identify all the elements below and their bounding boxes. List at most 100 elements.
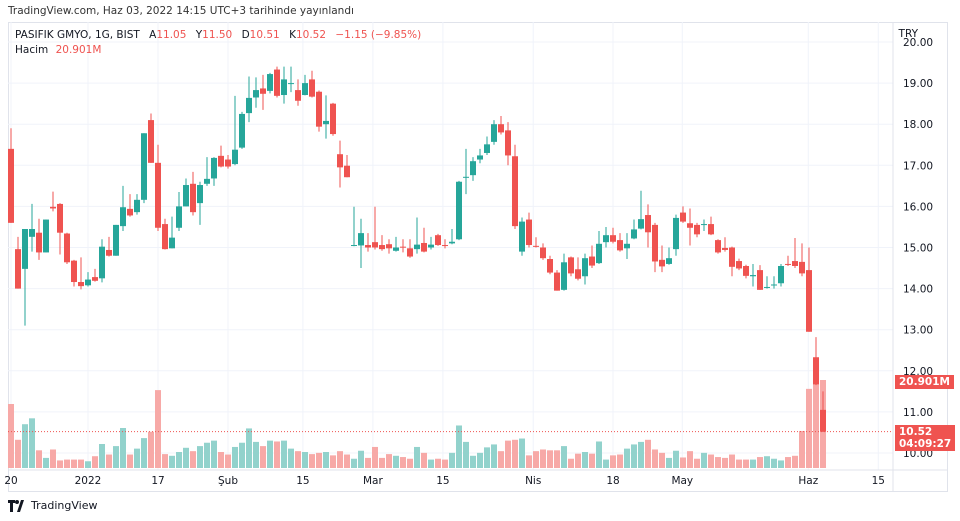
- candle-body: [505, 130, 511, 156]
- volume-bar: [57, 460, 63, 468]
- volume-bar: [414, 446, 420, 468]
- candle-body: [71, 260, 77, 283]
- time-tick-label: Haz: [798, 475, 818, 487]
- candle-body: [680, 212, 686, 222]
- candle-body: [351, 245, 357, 247]
- volume-bar: [99, 444, 105, 468]
- volume-bar: [344, 454, 350, 468]
- footer[interactable]: TradingView: [8, 499, 97, 512]
- volume-bar: [225, 454, 231, 468]
- candle-body: [463, 176, 469, 178]
- volume-bar: [729, 454, 735, 468]
- legend: PASIFIK GMYO, 1G, BIST A11.05 Y11.50 D10…: [15, 28, 421, 58]
- time-axis: 20 2022 17 Şub 15 Mar 15 Nis 18 May Haz 15: [4, 475, 885, 487]
- candle-body: [393, 247, 399, 251]
- candle-body: [22, 229, 28, 269]
- volume-bar: [603, 459, 609, 468]
- volume-bar: [323, 452, 329, 468]
- volume-bar: [218, 452, 224, 468]
- volume-bar: [526, 455, 532, 468]
- candle-body: [603, 235, 609, 243]
- volume-bar: [680, 457, 686, 468]
- volume-bar: [477, 452, 483, 468]
- volume-bar: [274, 441, 280, 468]
- volume-bar: [589, 453, 595, 468]
- volume-bar: [211, 440, 217, 468]
- candle-body: [337, 154, 343, 168]
- candle-body: [155, 162, 161, 228]
- volume-bar: [575, 453, 581, 468]
- candle-body: [631, 229, 637, 239]
- candle-body: [176, 206, 182, 228]
- volume-bar: [351, 458, 357, 468]
- time-tick-label: 18: [606, 475, 619, 487]
- candle-body: [491, 124, 497, 142]
- candle-body: [141, 133, 147, 200]
- candle-body: [113, 224, 119, 256]
- candle-body: [708, 224, 714, 235]
- volume-bar: [141, 438, 147, 468]
- volume-bar: [113, 446, 119, 468]
- price-tick-label: 13.00: [903, 325, 933, 337]
- candle-body: [442, 245, 448, 247]
- volume-value: 20.901M: [55, 44, 102, 56]
- volume-bar: [330, 455, 336, 468]
- candle-body: [218, 155, 224, 167]
- candle-body: [757, 270, 763, 290]
- candle-body: [211, 157, 217, 179]
- candle-body: [43, 219, 49, 253]
- volume-bar: [316, 452, 322, 468]
- volume-bar: [421, 452, 427, 468]
- volume-bar: [778, 460, 784, 468]
- candle-body: [554, 272, 560, 291]
- volume-bar: [624, 448, 630, 468]
- candle-body: [134, 199, 140, 213]
- volume-bar: [260, 446, 266, 468]
- candle-body: [64, 233, 70, 263]
- legend-symbol: PASIFIK GMYO, 1G, BIST: [15, 29, 140, 41]
- candle-body: [386, 244, 392, 249]
- candle-body: [400, 246, 406, 248]
- volume-bar: [715, 457, 721, 468]
- time-tick-label: Şub: [218, 475, 238, 487]
- candle-body: [771, 284, 777, 286]
- candle-body: [246, 97, 252, 114]
- volume-bar: [50, 449, 56, 468]
- volume-bar: [22, 424, 28, 468]
- candle-body: [568, 257, 574, 274]
- candle-body: [456, 181, 462, 240]
- volume-bar: [645, 439, 651, 468]
- candle-body: [813, 357, 819, 385]
- candle-body: [253, 90, 259, 98]
- candle-body: [820, 409, 826, 432]
- candle-body: [694, 224, 700, 235]
- volume-bar: [232, 446, 238, 468]
- volume-bars: [8, 380, 826, 468]
- volume-bar: [85, 461, 91, 468]
- candle-body: [540, 247, 546, 259]
- volume-bar: [638, 441, 644, 468]
- footer-brand: TradingView: [31, 499, 98, 512]
- volume-bar: [183, 447, 189, 468]
- candle-body: [260, 88, 266, 94]
- volume-bar: [484, 447, 490, 468]
- candle-body: [589, 256, 595, 266]
- volume-bar: [379, 457, 385, 468]
- candle-body: [225, 159, 231, 167]
- candle-body: [512, 156, 518, 227]
- candle-body: [414, 244, 420, 250]
- candle-body: [596, 243, 602, 264]
- candle-body: [575, 269, 581, 279]
- countdown-value: 04:09:27: [899, 438, 952, 450]
- candle-body: [428, 244, 434, 248]
- price-tick-label: 16.00: [903, 201, 933, 213]
- candle-body: [127, 208, 133, 216]
- candle-body: [792, 261, 798, 266]
- published-caption: TradingView.com, Haz 03, 2022 14:15 UTC+…: [8, 5, 354, 17]
- candle-body: [78, 282, 84, 287]
- legend-volume-row: Hacim 20.901M: [15, 43, 421, 58]
- candle-body: [624, 243, 630, 249]
- candle-body: [526, 219, 532, 246]
- candle-body: [365, 245, 371, 248]
